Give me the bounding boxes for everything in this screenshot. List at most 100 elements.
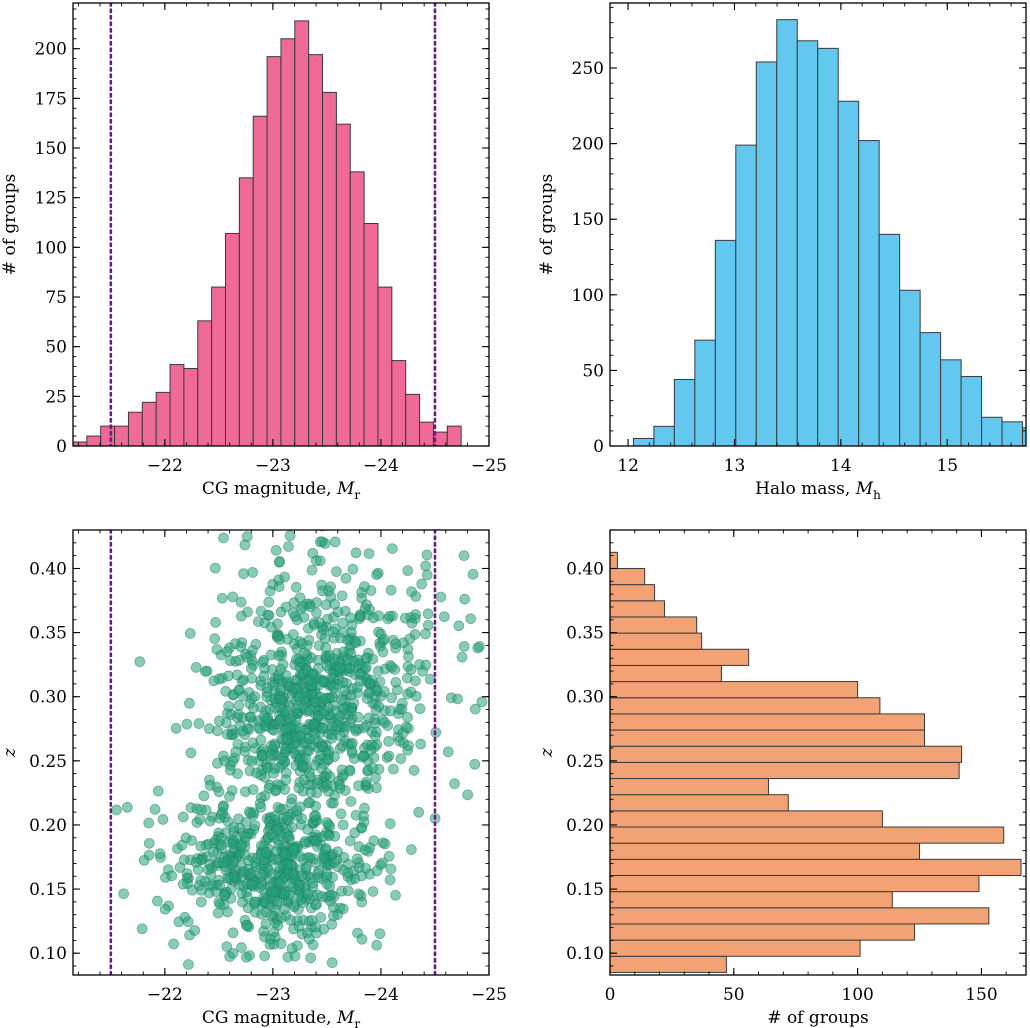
- scatter-point: [359, 581, 370, 592]
- scatter-point: [390, 889, 401, 901]
- scatter-point: [345, 796, 357, 807]
- scatter-point: [442, 746, 454, 758]
- scatter-point: [264, 939, 276, 950]
- scatter-point: [405, 844, 417, 855]
- y-tick-label: 50: [45, 338, 67, 358]
- scatter-point: [336, 740, 348, 752]
- scatter-point: [340, 572, 352, 584]
- scatter-point: [375, 628, 387, 640]
- scatter-point: [205, 869, 217, 881]
- br-frame: [609, 529, 1027, 976]
- scatter-point: [326, 957, 338, 969]
- y-tick-label: 0.15: [566, 880, 604, 900]
- x-axis-label-text: CG magnitude,: [202, 479, 337, 499]
- scatter-point: [217, 801, 229, 813]
- scatter-point: [344, 835, 356, 847]
- scatter-point: [408, 764, 420, 776]
- histogram-bar: [899, 289, 921, 446]
- scatter-point: [221, 855, 233, 867]
- scatter-point: [422, 608, 434, 620]
- scatter-point: [194, 813, 206, 825]
- scatter-point: [255, 734, 267, 746]
- scatter-point: [296, 813, 308, 824]
- histogram-bar: [610, 874, 980, 893]
- scatter-point: [310, 555, 322, 567]
- scatter-point: [274, 861, 286, 873]
- histogram-bar: [610, 551, 618, 569]
- scatter-point: [396, 703, 408, 715]
- histogram-bar: [280, 38, 296, 446]
- scatter-point: [223, 700, 234, 712]
- scatter-point: [465, 613, 477, 625]
- scatter-point: [269, 740, 281, 752]
- scatter-point: [270, 784, 282, 796]
- scatter-point: [317, 891, 328, 902]
- histogram-bar: [294, 20, 310, 446]
- scatter-point: [348, 697, 360, 709]
- scatter-point: [266, 910, 277, 921]
- scatter-point: [204, 780, 216, 791]
- scatter-point: [235, 610, 247, 622]
- scatter-point: [415, 738, 427, 750]
- scatter-point: [293, 920, 305, 932]
- scatter-point: [283, 831, 295, 842]
- scatter-point: [221, 941, 233, 953]
- scatter-point: [254, 882, 265, 893]
- scatter-point: [279, 848, 291, 860]
- histogram-bar: [837, 100, 860, 446]
- scatter-point: [316, 536, 328, 548]
- x-axis-label-sub: r: [354, 1017, 360, 1028]
- scatter-point: [291, 805, 303, 817]
- scatter-point: [211, 643, 223, 655]
- scatter-point: [390, 638, 402, 650]
- scatter-point: [438, 611, 450, 623]
- scatter-point: [280, 774, 292, 786]
- scatter-point: [353, 888, 365, 900]
- scatter-point: [305, 952, 317, 964]
- scatter-point: [245, 807, 257, 819]
- scatter-point: [273, 581, 285, 592]
- scatter-point: [193, 718, 205, 729]
- scatter-point: [255, 801, 267, 813]
- histogram-bar: [610, 810, 883, 828]
- y-axis-label: z: [537, 747, 557, 758]
- scatter-point: [307, 877, 318, 889]
- scatter-point: [212, 907, 224, 919]
- scatter-point: [416, 578, 428, 590]
- scatter-point: [371, 782, 382, 794]
- scatter-point: [277, 659, 289, 670]
- scatter-point: [210, 616, 222, 628]
- histogram-bar: [981, 416, 1003, 446]
- y-axis-label: # of groups: [537, 174, 557, 275]
- scatter-point: [246, 672, 258, 684]
- scatter-point: [317, 675, 329, 687]
- scatter-point: [299, 836, 311, 847]
- scatter-point: [283, 541, 294, 552]
- scatter-point: [168, 938, 179, 950]
- y-tick-label: 125: [35, 189, 67, 209]
- scatter-point: [264, 703, 276, 715]
- scatter-point: [263, 609, 275, 621]
- x-axis-label-math: M: [855, 479, 874, 499]
- scatter-point: [198, 790, 210, 802]
- scatter-point: [204, 815, 216, 827]
- histogram-bar: [377, 286, 393, 446]
- scatter-point: [390, 676, 402, 688]
- x-axis-label: # of groups: [767, 1008, 868, 1028]
- x-axis-label-text: CG magnitude,: [202, 1008, 337, 1028]
- y-tick-label: 0.20: [566, 816, 604, 836]
- scatter-point: [400, 721, 412, 733]
- scatter-point: [350, 725, 362, 737]
- scatter-point: [274, 634, 286, 645]
- tr-plot: [632, 19, 1026, 446]
- scatter-point: [222, 906, 233, 918]
- histogram-bar: [349, 171, 365, 446]
- x-tick-label: −22: [147, 456, 183, 476]
- y-tick-label: 0.30: [566, 688, 604, 708]
- x-axis-label: Halo mass, Mh: [755, 479, 881, 502]
- scatter-point: [347, 563, 359, 575]
- scatter-point: [331, 566, 342, 578]
- br-plot: [610, 551, 1022, 973]
- scatter-point: [405, 664, 417, 676]
